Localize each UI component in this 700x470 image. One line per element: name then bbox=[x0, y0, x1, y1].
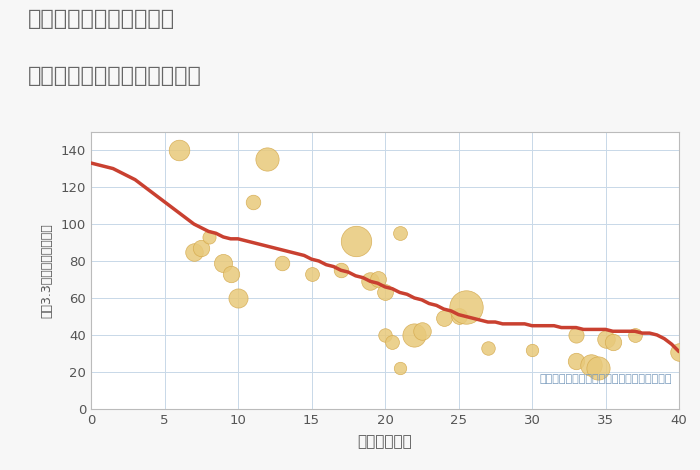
Point bbox=[218, 259, 229, 266]
Point bbox=[372, 276, 384, 283]
Point bbox=[379, 331, 391, 339]
Point bbox=[394, 364, 405, 372]
X-axis label: 築年数（年）: 築年数（年） bbox=[358, 434, 412, 449]
Point bbox=[379, 289, 391, 296]
Point bbox=[526, 346, 538, 353]
Point bbox=[409, 331, 420, 339]
Point bbox=[350, 237, 361, 244]
Y-axis label: 坪（3.3㎡）単価（万円）: 坪（3.3㎡）単価（万円） bbox=[41, 223, 54, 318]
Point bbox=[335, 266, 346, 274]
Point bbox=[608, 338, 619, 346]
Point bbox=[365, 278, 376, 285]
Point bbox=[247, 198, 258, 205]
Point bbox=[570, 331, 582, 339]
Point bbox=[188, 248, 199, 256]
Point bbox=[416, 328, 427, 335]
Point bbox=[386, 338, 398, 346]
Point bbox=[306, 270, 317, 278]
Point bbox=[593, 364, 604, 372]
Point bbox=[453, 313, 464, 320]
Point bbox=[673, 348, 685, 355]
Point bbox=[438, 314, 449, 322]
Point bbox=[262, 156, 273, 163]
Point bbox=[195, 244, 207, 252]
Point bbox=[225, 270, 237, 278]
Point bbox=[629, 331, 641, 339]
Text: 奈良県奈良市奥子守町の: 奈良県奈良市奥子守町の bbox=[28, 9, 175, 30]
Point bbox=[276, 259, 288, 266]
Point bbox=[600, 335, 611, 343]
Point bbox=[461, 304, 472, 311]
Point bbox=[174, 146, 185, 154]
Point bbox=[203, 233, 214, 241]
Point bbox=[394, 229, 405, 237]
Point bbox=[482, 344, 493, 352]
Point bbox=[570, 357, 582, 365]
Point bbox=[585, 361, 596, 368]
Point bbox=[232, 294, 244, 302]
Text: 円の大きさは、取引のあった物件面積を示す: 円の大きさは、取引のあった物件面積を示す bbox=[540, 374, 672, 384]
Text: 築年数別中古マンション価格: 築年数別中古マンション価格 bbox=[28, 66, 202, 86]
